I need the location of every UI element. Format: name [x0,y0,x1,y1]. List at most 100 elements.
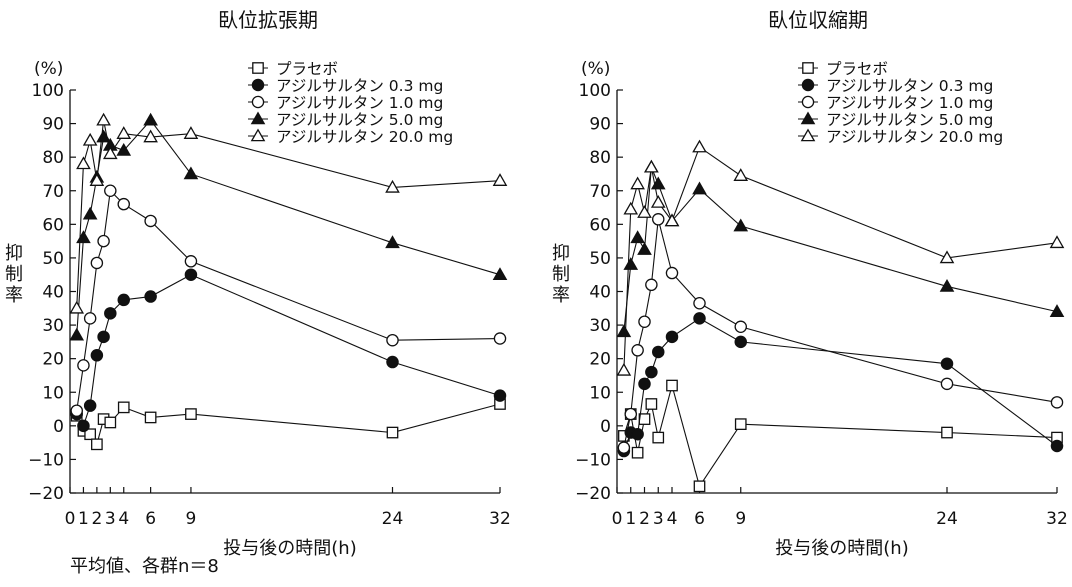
data-point [96,112,111,126]
y-axis-label: 抑制率 [5,243,23,306]
data-point [144,290,157,303]
data-point [638,377,651,391]
data-point [117,401,130,414]
y-tick-label: 70 [42,182,64,202]
data-point [386,355,399,369]
y-tick-label: −10 [28,450,64,470]
y-tick-label: 90 [42,115,64,135]
y-unit-label: (%) [581,59,610,79]
data-point [97,330,110,344]
series-line [76,274,501,428]
data-point [69,327,85,341]
legend-label: アジルサルタン 5.0 mg [826,111,993,129]
data-point [637,242,652,255]
y-tick-label: 80 [42,148,64,168]
legend-label: プラセボ [826,60,888,78]
data-point [144,411,157,424]
data-point [733,168,749,181]
data-point [630,176,645,190]
data-point [385,235,400,249]
x-tick-label: 4 [118,509,129,529]
data-point [1050,396,1064,409]
data-point [185,408,197,420]
legend-marker [800,111,816,125]
data-point [624,407,638,421]
y-tick-label: 90 [589,115,611,135]
data-point [83,399,97,412]
data-point [143,129,158,143]
series-1 [70,398,506,451]
data-point [97,234,110,248]
x-tick-label: 0 [612,509,623,529]
data-point [183,126,199,139]
data-point [70,404,83,417]
data-point [616,324,632,338]
legend-label: アジルサルタン 1.0 mg [826,94,993,112]
x-tick-label: 24 [382,509,404,529]
data-point [652,213,665,226]
y-tick-label: 0 [600,417,611,437]
x-tick-label: 9 [735,509,746,529]
y-tick-label: 20 [42,350,64,370]
data-point [733,218,749,232]
data-point [652,431,665,444]
data-point [666,379,678,392]
data-point [734,418,747,431]
x-tick-label: 6 [694,509,705,529]
legend-marker [801,95,815,109]
y-tick-label: 10 [42,383,64,403]
legend-label: プラセボ [276,60,338,78]
data-point [692,181,707,195]
data-point [1050,439,1064,453]
x-tick-label: 32 [1046,509,1068,529]
series-3 [70,184,507,417]
data-point [104,307,117,320]
data-point [116,142,132,156]
y-tick-label: 50 [589,249,611,269]
x-tick-label: 2 [91,509,102,529]
x-axis-label: 投与後の時間(h) [775,538,908,559]
data-point [493,389,507,402]
legend-marker [802,62,814,74]
data-point [623,201,639,215]
data-point [386,426,399,439]
y-tick-label: 80 [589,148,611,168]
data-point [90,349,104,362]
data-point [693,297,706,310]
data-point [652,345,665,359]
series-line [76,403,501,446]
y-unit-label: (%) [34,59,63,79]
legend-marker [251,78,265,92]
data-point [82,132,98,146]
data-point [1049,304,1065,317]
data-point [617,441,631,454]
legend-marker [250,111,266,125]
data-point [90,256,104,270]
y-tick-label: −20 [575,484,611,504]
series-5 [616,139,1065,376]
data-point [184,255,198,268]
data-point [941,426,953,439]
chart-title: 臥位収縮期 [768,8,868,32]
x-tick-label: 3 [105,509,116,529]
data-point [664,213,680,227]
y-tick-label: 10 [589,383,611,403]
legend-marker [251,95,265,109]
data-point [665,266,679,280]
y-tick-label: 60 [589,215,611,235]
series-line [623,167,1058,332]
x-tick-label: 1 [78,509,89,529]
data-point [644,159,659,173]
y-tick-label: 100 [579,81,611,101]
data-point [693,480,706,493]
data-point [117,293,131,307]
x-tick-label: 24 [936,509,958,529]
x-axis-label: 投与後の時間(h) [223,538,356,559]
legend-marker [250,128,266,142]
data-point [76,230,91,244]
data-point [734,335,748,349]
data-point [939,250,955,264]
